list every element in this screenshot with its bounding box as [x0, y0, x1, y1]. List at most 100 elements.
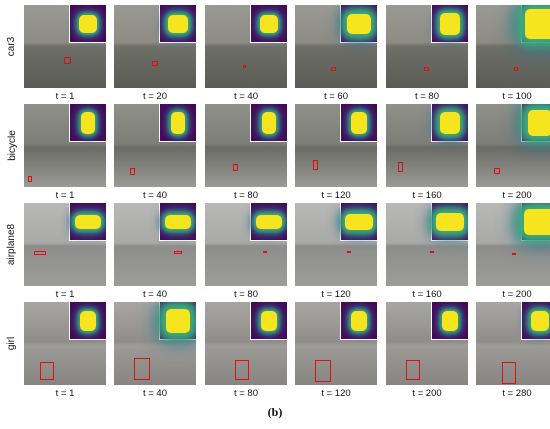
tracking-frame [295, 203, 377, 286]
frame-time-label: t = 80 [233, 289, 259, 300]
tracking-bounding-box [424, 67, 429, 71]
response-heatmap [521, 104, 550, 142]
frame-time-label: t = 200 [502, 190, 532, 201]
tracking-bounding-box [313, 160, 318, 170]
response-heatmap [431, 203, 468, 241]
heatmap-peak [165, 214, 191, 229]
response-heatmap [340, 5, 377, 43]
tracking-bounding-box [243, 65, 246, 68]
response-heatmap [521, 203, 550, 241]
heatmap-peak [442, 310, 458, 331]
frame-time-label: t = 100 [502, 91, 532, 102]
heatmap-peak [351, 310, 367, 331]
tracking-frame [114, 104, 196, 187]
tracking-frame [386, 203, 468, 286]
tracking-frame [24, 302, 106, 385]
heatmap-peak [345, 213, 373, 230]
tracking-frame [24, 104, 106, 187]
heatmap-peak [260, 14, 278, 33]
frame-time-label: t = 160 [412, 190, 442, 201]
tracking-frame [295, 5, 377, 88]
response-heatmap [340, 104, 377, 142]
frame-time-label: t = 40 [142, 388, 168, 399]
heatmap-peak [436, 212, 464, 231]
row-label-girl: girl [6, 336, 18, 351]
tracking-bounding-box [398, 162, 403, 172]
tracking-frame [205, 302, 287, 385]
figure-caption: (b) [267, 405, 283, 419]
tracking-frame [476, 302, 550, 385]
row-label-car3: car3 [6, 36, 18, 57]
tracking-frame [386, 104, 468, 187]
tracking-frame [295, 302, 377, 385]
frame-time-label: t = 120 [321, 190, 351, 201]
tracking-frame [205, 104, 287, 187]
heatmap-peak [528, 109, 550, 136]
heatmap-peak [81, 111, 95, 134]
frame-time-label: t = 200 [502, 289, 532, 300]
response-heatmap [69, 203, 106, 241]
tracking-frame [114, 5, 196, 88]
tracking-frame [476, 5, 550, 88]
frame-time-label: t = 1 [55, 388, 75, 399]
tracking-bounding-box [263, 251, 267, 253]
frame-time-label: t = 1 [55, 190, 75, 201]
tracking-bounding-box [152, 61, 158, 66]
response-heatmap [159, 104, 196, 142]
tracking-frame [24, 203, 106, 286]
tracking-bounding-box [174, 251, 182, 254]
tracking-frame [386, 5, 468, 88]
response-heatmap [521, 5, 550, 43]
tracking-bounding-box [514, 67, 518, 71]
response-heatmap [431, 104, 468, 142]
heatmap-peak [440, 12, 460, 35]
tracking-bounding-box [130, 168, 135, 175]
tracking-bounding-box [64, 57, 71, 64]
tracking-frame [476, 104, 550, 187]
tracking-bounding-box [494, 168, 500, 174]
tracking-bounding-box [331, 67, 336, 71]
response-heatmap [159, 5, 196, 43]
tracking-bounding-box [233, 164, 238, 171]
frame-time-label: t = 200 [412, 388, 442, 399]
frame-time-label: t = 80 [233, 190, 259, 201]
frame-time-label: t = 1 [55, 289, 75, 300]
row-label-airplane8: airplane8 [6, 223, 18, 266]
response-heatmap [340, 203, 377, 241]
response-heatmap [250, 302, 287, 340]
frame-time-label: t = 20 [142, 91, 168, 102]
row-label-bicycle: bicycle [6, 130, 18, 161]
tracking-bounding-box [28, 176, 32, 182]
tracking-frame [205, 5, 287, 88]
heatmap-peak [168, 14, 188, 33]
heatmap-peak [166, 308, 190, 333]
heatmap-peak [347, 13, 371, 34]
tracking-bounding-box [347, 251, 351, 253]
tracking-frame [24, 5, 106, 88]
response-heatmap [69, 5, 106, 43]
tracking-bounding-box [134, 358, 150, 380]
heatmap-peak [262, 111, 276, 134]
heatmap-peak [75, 214, 101, 229]
response-heatmap [521, 302, 550, 340]
frame-time-label: t = 120 [321, 388, 351, 399]
heatmap-peak [80, 310, 96, 331]
tracking-frame [114, 302, 196, 385]
tracking-frame [386, 302, 468, 385]
response-heatmap [250, 104, 287, 142]
response-heatmap [69, 302, 106, 340]
frame-time-label: t = 160 [412, 289, 442, 300]
heatmap-peak [531, 310, 549, 331]
heatmap-peak [524, 208, 550, 235]
heatmap-peak [171, 111, 185, 134]
response-heatmap [250, 203, 287, 241]
frame-time-label: t = 120 [321, 289, 351, 300]
heatmap-peak [256, 214, 282, 229]
frame-time-label: t = 60 [323, 91, 349, 102]
tracking-bounding-box [512, 253, 516, 255]
frame-time-label: t = 80 [233, 388, 259, 399]
response-heatmap [340, 302, 377, 340]
response-heatmap [159, 302, 196, 340]
tracking-bounding-box [502, 362, 516, 384]
response-heatmap [431, 5, 468, 43]
